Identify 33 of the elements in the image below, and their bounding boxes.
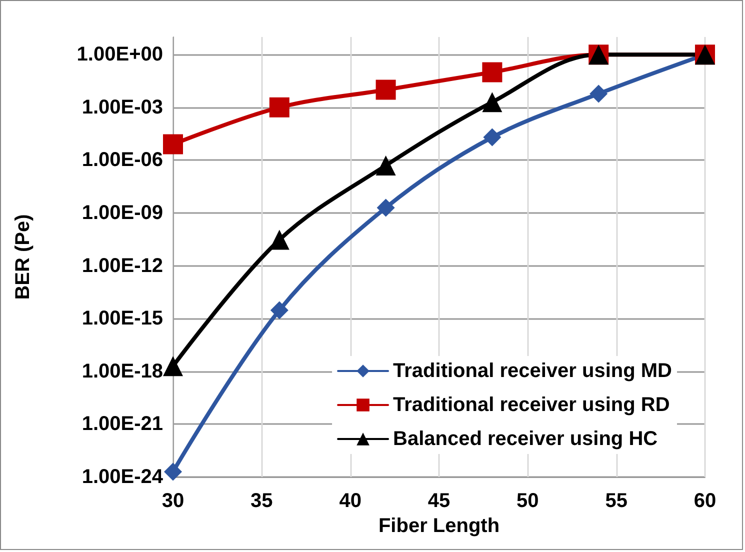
y-tick-label: 1.00E-03 bbox=[82, 96, 163, 118]
point bbox=[163, 134, 183, 154]
x-tick-label: 50 bbox=[516, 490, 539, 512]
y-tick-label: 1.00E-06 bbox=[82, 149, 163, 172]
point bbox=[482, 62, 502, 82]
legend-label: Traditional receiver using RD bbox=[393, 394, 670, 416]
x-axis-title: Fiber Length bbox=[378, 514, 500, 537]
x-tick-label: 55 bbox=[605, 490, 628, 512]
point bbox=[270, 301, 288, 320]
y-tick-label: 1.00E-12 bbox=[82, 254, 163, 277]
y-tick-label: 1.00E-24 bbox=[82, 466, 164, 488]
point bbox=[482, 92, 502, 112]
point bbox=[376, 80, 396, 100]
y-tick-label: 1.00E-18 bbox=[82, 360, 163, 382]
legend-label: Balanced receiver using HC bbox=[393, 428, 658, 450]
x-tick-label: 40 bbox=[339, 490, 362, 512]
legend-label: Traditional receiver using MD bbox=[393, 360, 672, 382]
y-tick-label: 1.00E-21 bbox=[82, 413, 163, 436]
y-tick-label: 1.00E+00 bbox=[76, 44, 163, 66]
x-tick-label: 60 bbox=[694, 490, 716, 512]
x-tick-label: 45 bbox=[428, 490, 450, 512]
y-tick-label: 1.00E-09 bbox=[82, 202, 163, 224]
point bbox=[164, 462, 182, 481]
x-tick-label: 30 bbox=[162, 490, 184, 512]
point bbox=[269, 97, 290, 118]
x-tick-label: 35 bbox=[250, 490, 273, 512]
y-axis-title: BER (Pe) bbox=[12, 214, 34, 300]
point bbox=[483, 128, 502, 146]
point bbox=[376, 198, 395, 217]
point bbox=[163, 356, 183, 376]
point bbox=[376, 156, 396, 176]
point bbox=[590, 84, 608, 103]
y-tick-label: 1.00E-15 bbox=[82, 308, 163, 330]
